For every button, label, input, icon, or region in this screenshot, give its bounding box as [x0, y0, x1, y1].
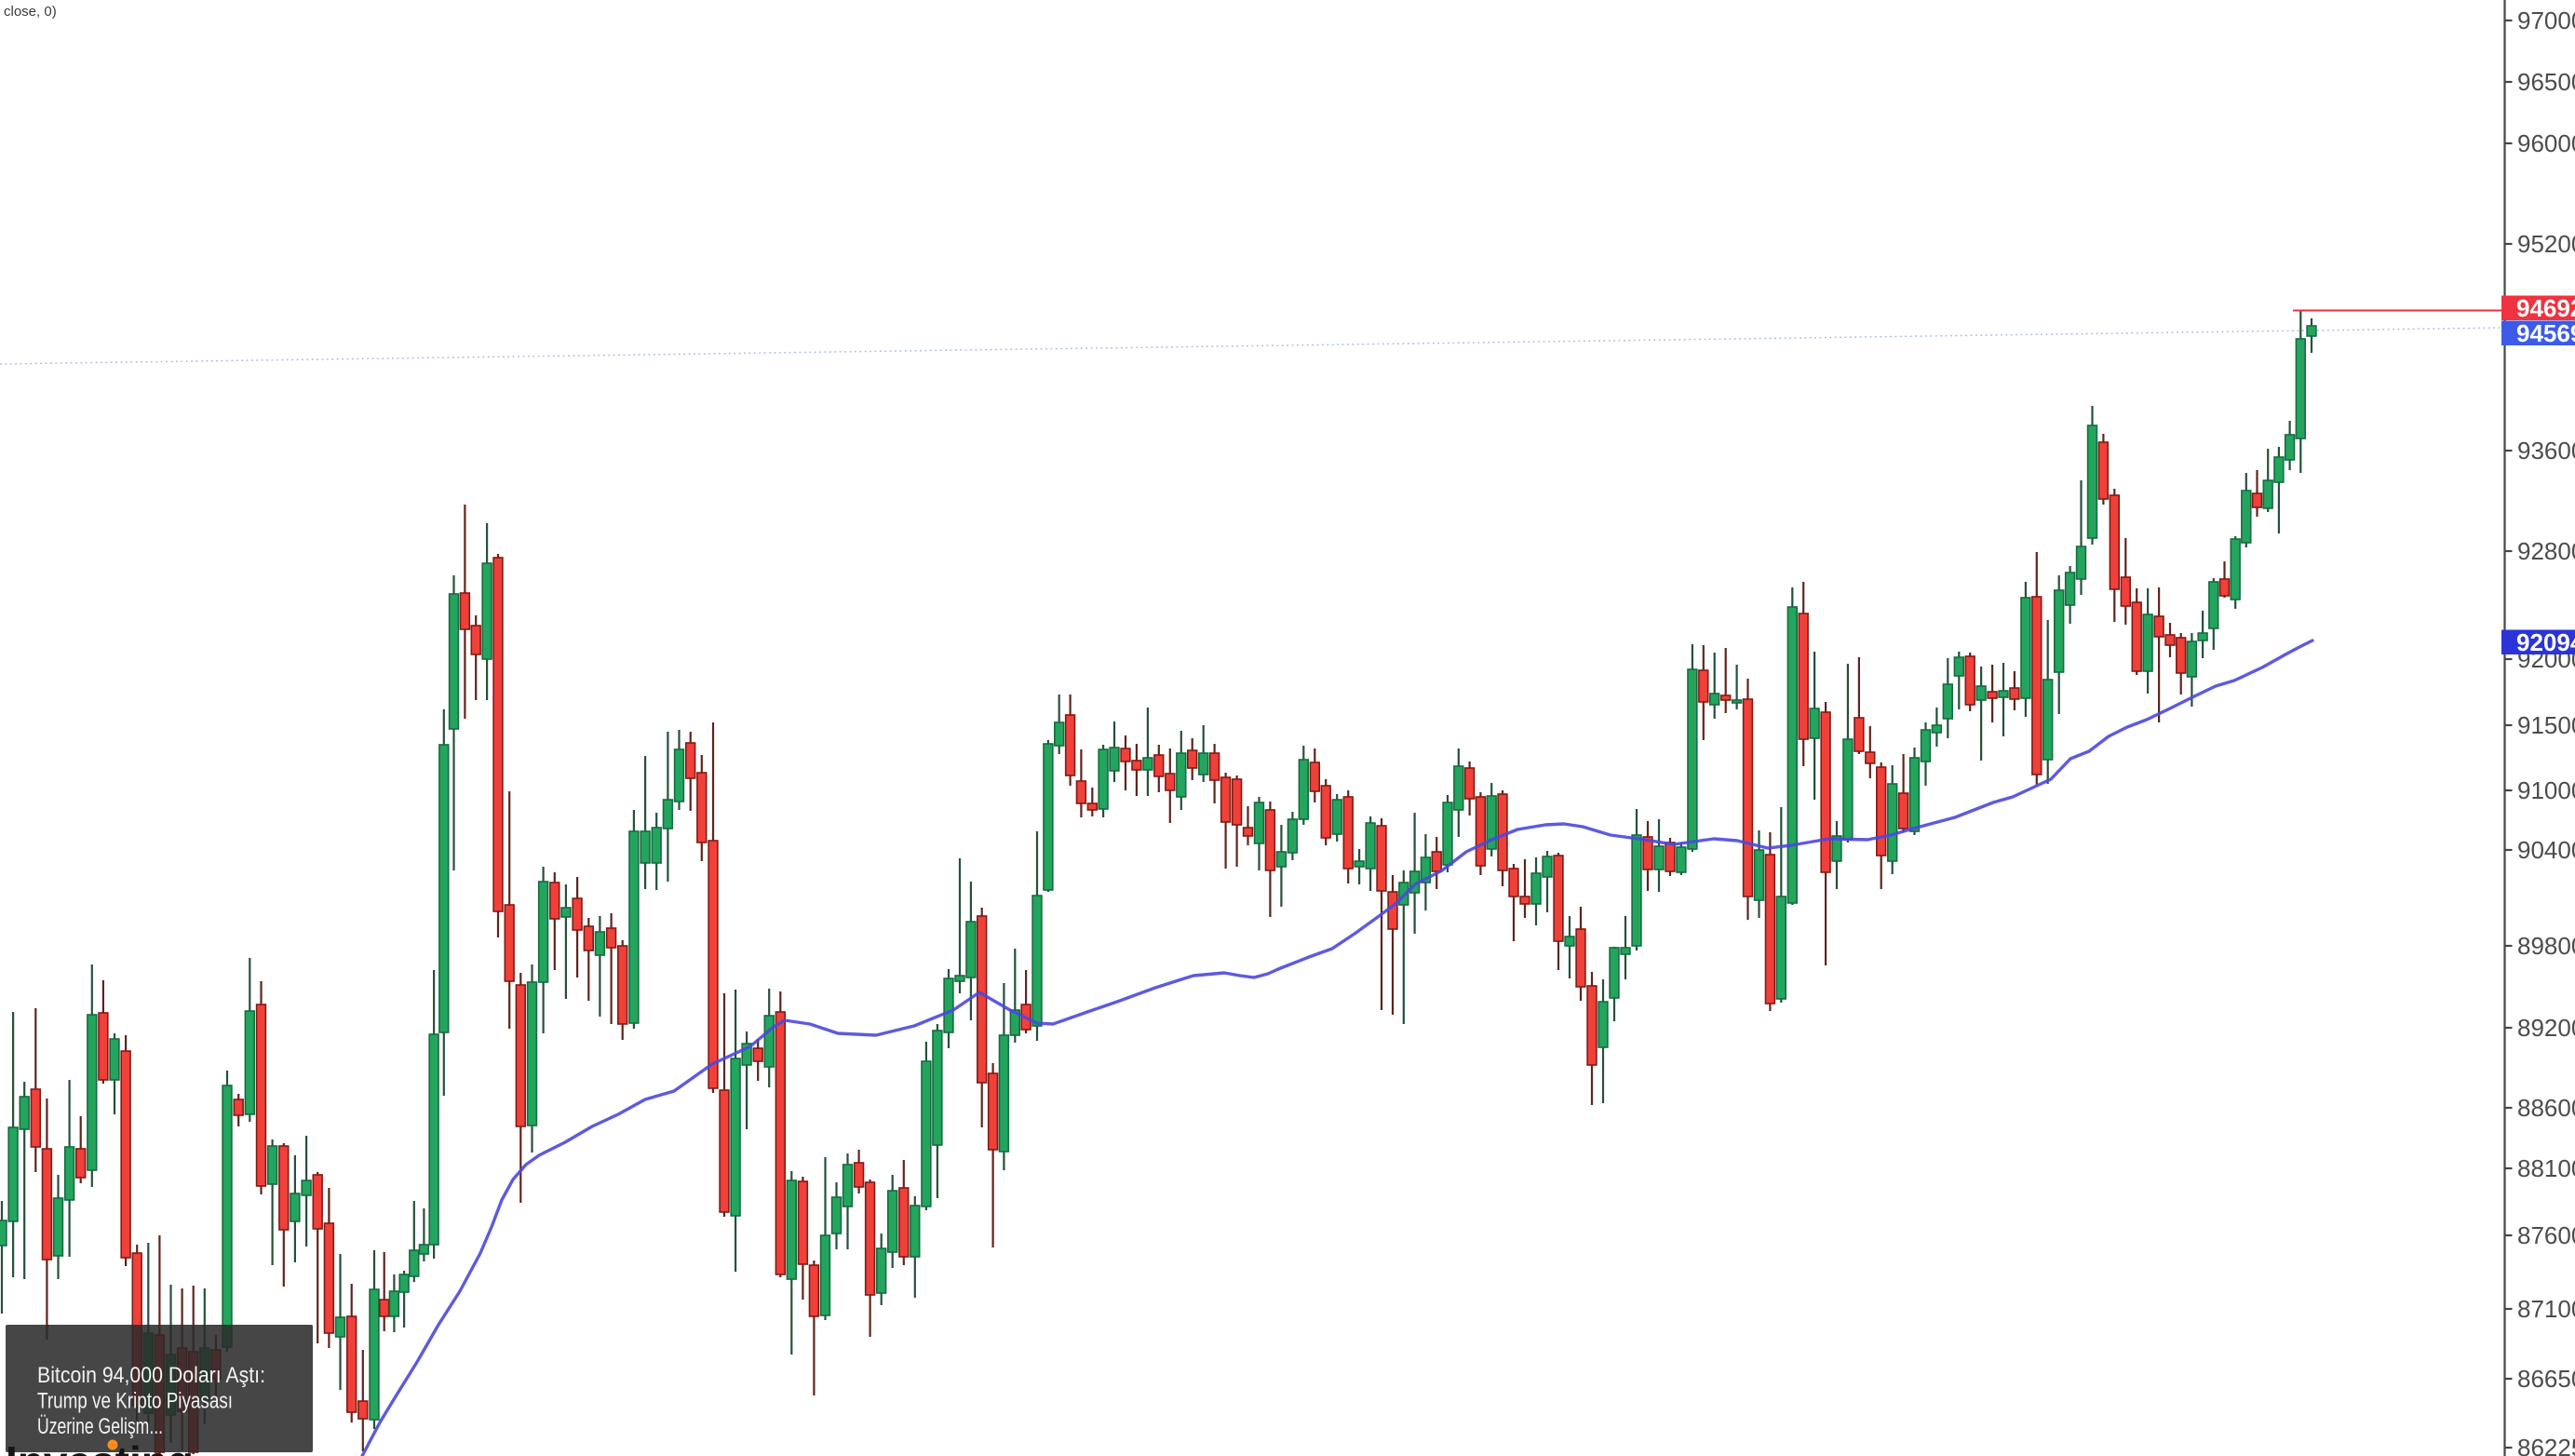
svg-text:96500: 96500 — [2517, 68, 2575, 96]
svg-text:86225: 86225 — [2517, 1434, 2575, 1456]
svg-text:95200: 95200 — [2517, 230, 2575, 258]
svg-text:96000: 96000 — [2517, 129, 2575, 157]
svg-text:90400: 90400 — [2517, 836, 2575, 864]
svg-text:Üzerine Gelişm...: Üzerine Gelişm... — [37, 1414, 163, 1439]
svg-text:Trump ve Kripto Piyasası: Trump ve Kripto Piyasası — [37, 1389, 233, 1414]
svg-text:92800: 92800 — [2517, 537, 2575, 565]
svg-text:Investing: Investing — [6, 1437, 194, 1456]
svg-text:89800: 89800 — [2517, 932, 2575, 960]
svg-text:94692: 94692 — [2516, 294, 2575, 322]
svg-text:88600: 88600 — [2517, 1094, 2575, 1122]
svg-text:87100: 87100 — [2517, 1295, 2575, 1323]
svg-text:92094: 92094 — [2516, 628, 2575, 656]
svg-text:86650: 86650 — [2517, 1365, 2575, 1393]
svg-text:91500: 91500 — [2517, 711, 2575, 739]
svg-text:89200: 89200 — [2517, 1014, 2575, 1042]
svg-text:close, 0): close, 0) — [4, 4, 57, 20]
svg-text:Bitcoin 94,000 Doları Aştı:: Bitcoin 94,000 Doları Aştı: — [37, 1363, 265, 1388]
svg-text:93600: 93600 — [2517, 437, 2575, 465]
svg-text:88100: 88100 — [2517, 1154, 2575, 1182]
svg-text:91000: 91000 — [2517, 776, 2575, 804]
svg-text:97000: 97000 — [2517, 7, 2575, 34]
svg-text:87600: 87600 — [2517, 1221, 2575, 1249]
